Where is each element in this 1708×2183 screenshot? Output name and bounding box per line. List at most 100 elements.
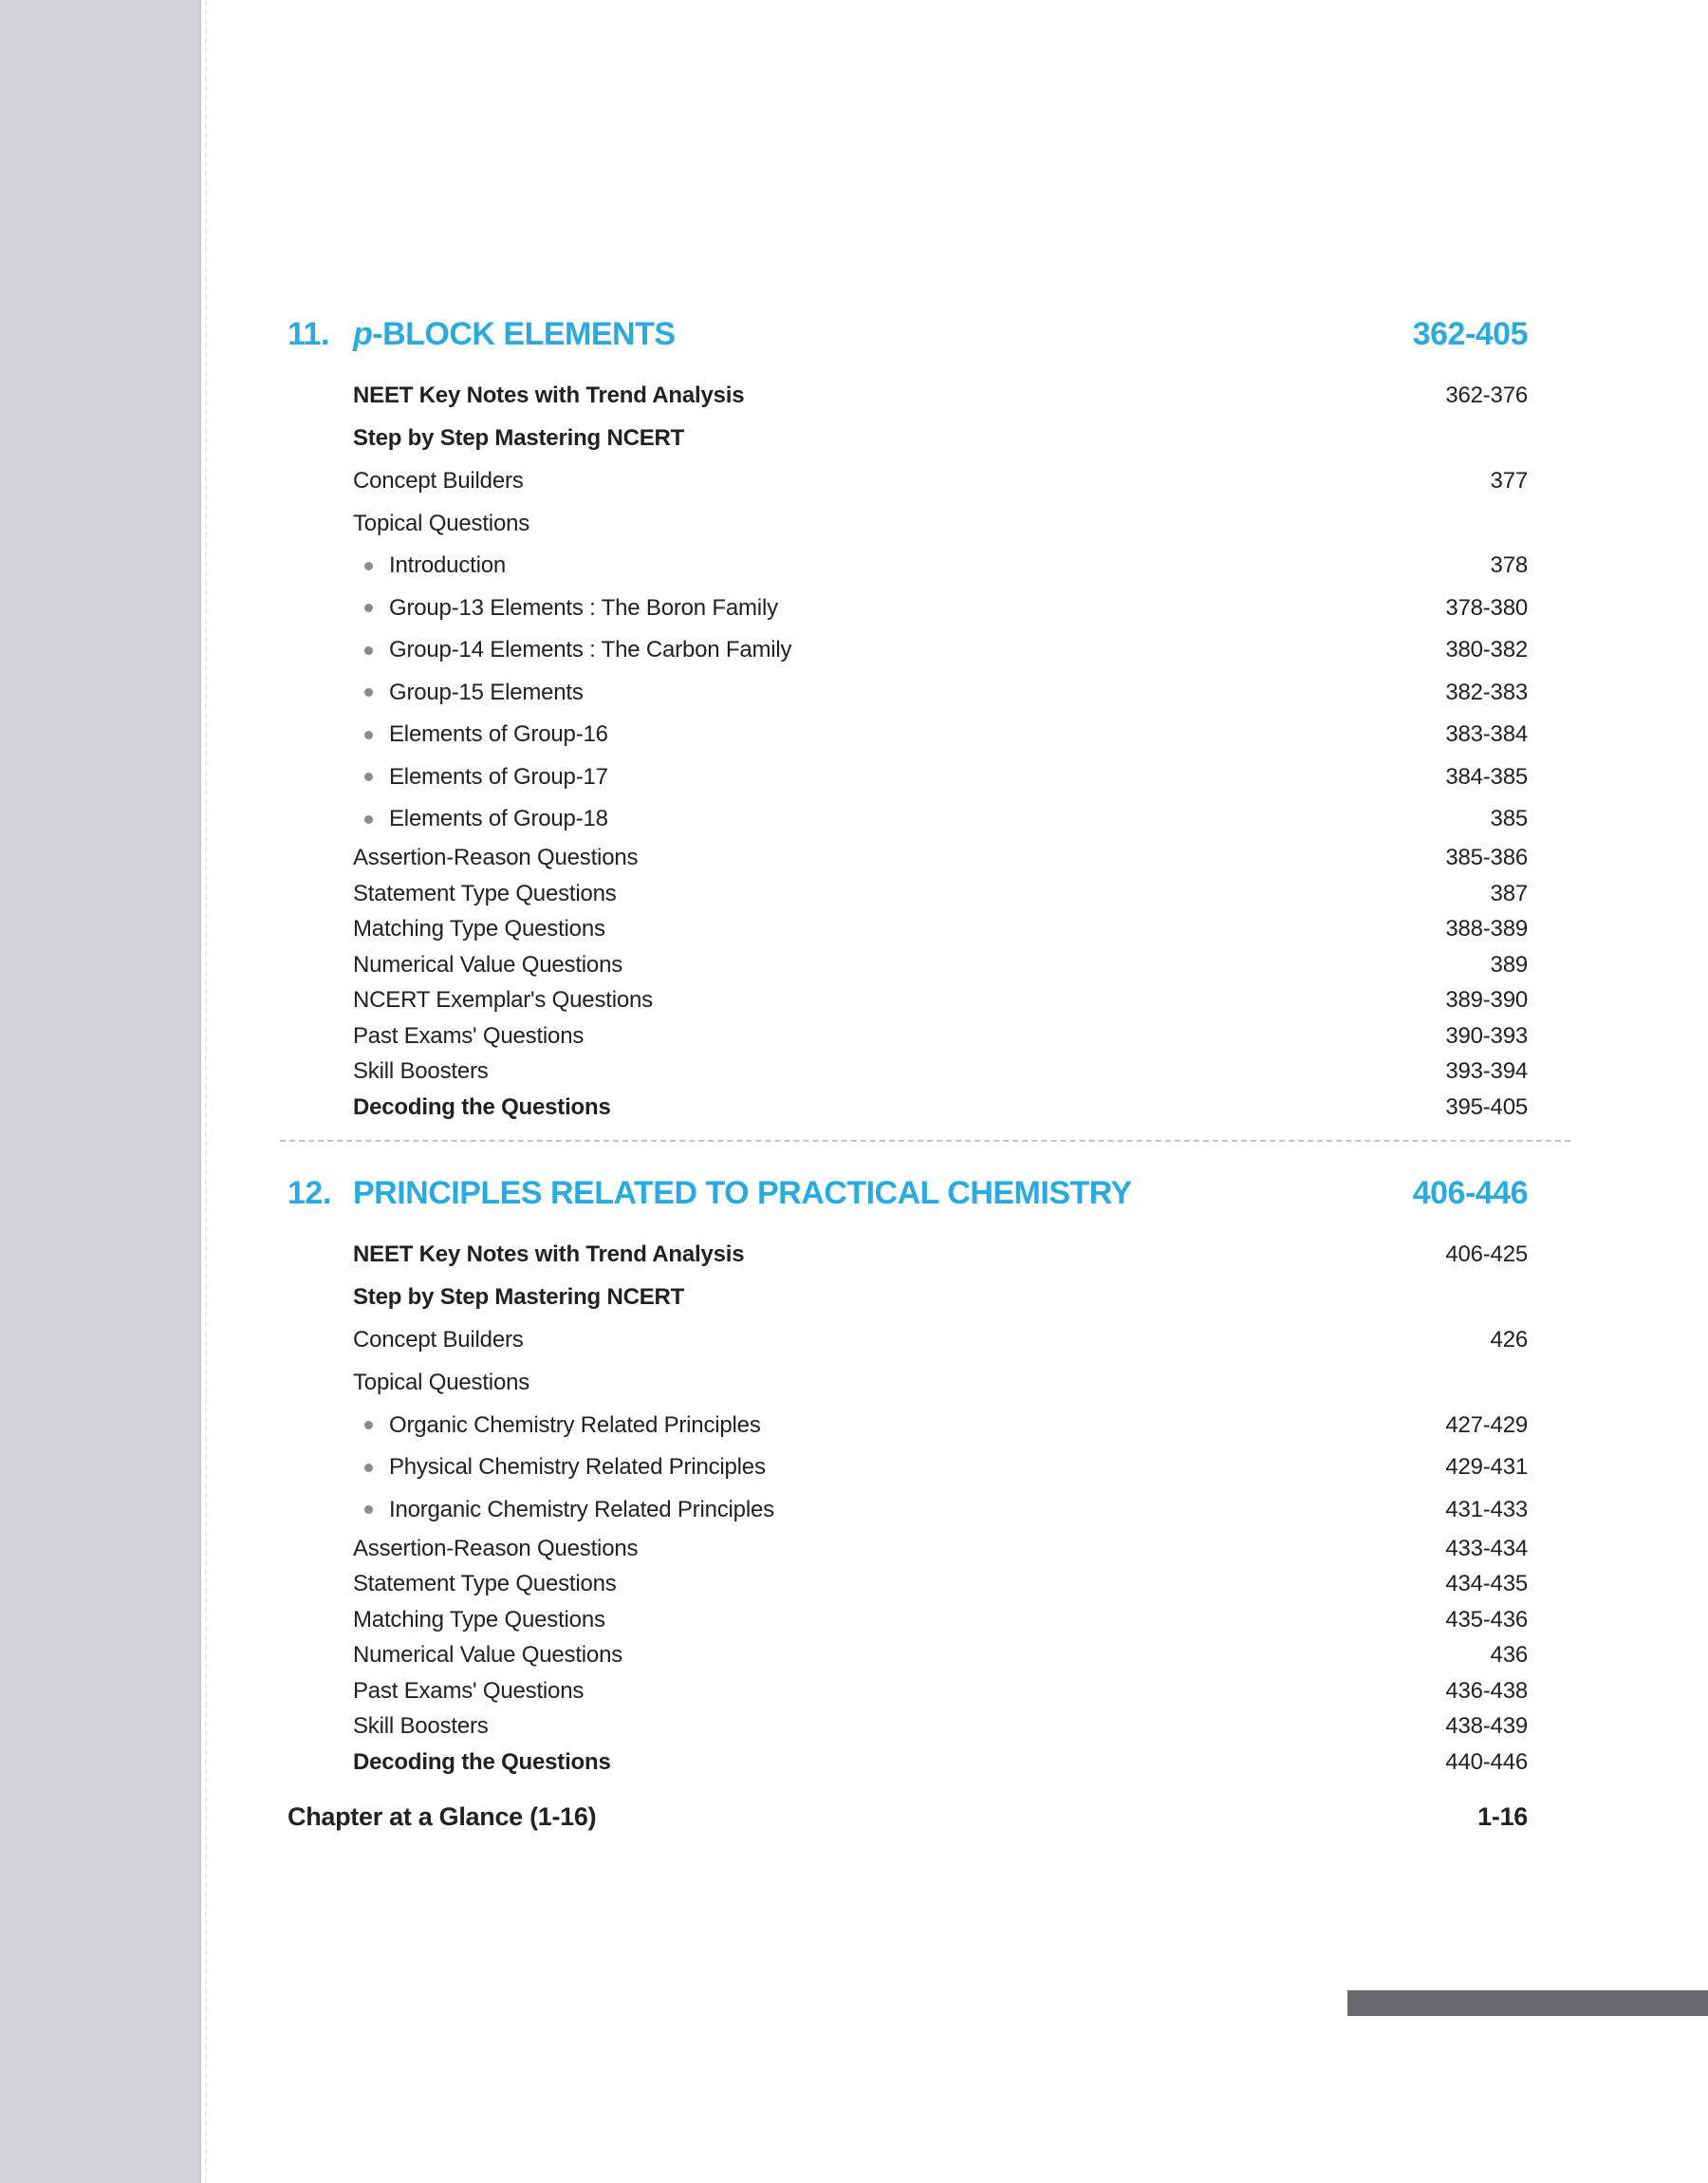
toc-row-label: Topical Questions bbox=[353, 1370, 530, 1395]
toc-row: Step by Step Mastering NCERT bbox=[288, 417, 1528, 459]
toc-row-pages: 390-393 bbox=[1445, 1022, 1528, 1049]
toc-row-pages: 385-386 bbox=[1445, 845, 1528, 871]
bullet-icon bbox=[364, 1505, 373, 1515]
toc-row-pages: 440-446 bbox=[1445, 1748, 1528, 1775]
toc-row-pages: 385 bbox=[1490, 806, 1529, 832]
toc-row-pages: 362-376 bbox=[1445, 382, 1528, 408]
toc-row: Elements of Group-16 383-384 bbox=[288, 714, 1528, 756]
toc-row: Skill Boosters 393-394 bbox=[288, 1054, 1528, 1091]
toc-row: Past Exams' Questions 390-393 bbox=[288, 1018, 1528, 1054]
toc-row-label: Group-13 Elements : The Boron Family bbox=[389, 594, 778, 621]
toc-row-pages: 387 bbox=[1490, 880, 1529, 906]
toc-row-label: Numerical Value Questions bbox=[353, 951, 623, 978]
toc-row: Concept Builders 426 bbox=[288, 1319, 1528, 1362]
toc-row: Matching Type Questions 388-389 bbox=[288, 912, 1528, 948]
toc-row-label: Inorganic Chemistry Related Principles bbox=[389, 1496, 774, 1522]
toc-row: NEET Key Notes with Trend Analysis 362-3… bbox=[288, 374, 1528, 417]
toc-row-label: Assertion-Reason Questions bbox=[353, 1535, 639, 1561]
toc-row-label: NEET Key Notes with Trend Analysis bbox=[353, 1241, 745, 1267]
toc-row-label: Elements of Group-18 bbox=[389, 806, 608, 832]
toc-row-label: Step by Step Mastering NCERT bbox=[353, 424, 685, 451]
footer-accent-bar bbox=[1347, 1990, 1708, 2016]
toc-row-label: NEET Key Notes with Trend Analysis bbox=[353, 382, 745, 408]
toc-row-pages: 435-436 bbox=[1445, 1606, 1528, 1633]
toc-row: Inorganic Chemistry Related Principles 4… bbox=[288, 1489, 1528, 1532]
toc-row-label: Organic Chemistry Related Principles bbox=[389, 1411, 761, 1438]
toc-row: Introduction 378 bbox=[288, 545, 1528, 588]
bullet-icon bbox=[364, 1421, 373, 1430]
toc-row-pages: 436 bbox=[1490, 1642, 1529, 1669]
toc-row-label: Elements of Group-17 bbox=[389, 763, 608, 790]
toc-row: NEET Key Notes with Trend Analysis 406-4… bbox=[288, 1234, 1528, 1277]
toc-row: Organic Chemistry Related Principles 427… bbox=[288, 1405, 1528, 1447]
chapter-title-text: -BLOCK ELEMENTS bbox=[372, 315, 676, 352]
chapter-number: 12. bbox=[288, 1175, 331, 1211]
toc-row-label: NCERT Exemplar's Questions bbox=[353, 987, 653, 1014]
toc-row-pages: 384-385 bbox=[1445, 763, 1528, 790]
toc-row-label: Assertion-Reason Questions bbox=[353, 845, 639, 871]
chapter-page-range: 406-446 bbox=[1412, 1175, 1529, 1211]
toc-row: Assertion-Reason Questions 385-386 bbox=[288, 841, 1528, 877]
glance-pages: 1-16 bbox=[1477, 1802, 1528, 1831]
chapter-at-a-glance-row: Chapter at a Glance (1-16) 1-16 bbox=[288, 1796, 1528, 1839]
toc-row-pages: 388-389 bbox=[1445, 916, 1528, 942]
toc-row: Elements of Group-17 384-385 bbox=[288, 756, 1528, 799]
toc-row-pages: 393-394 bbox=[1445, 1058, 1528, 1085]
toc-row-pages: 389-390 bbox=[1445, 987, 1528, 1014]
toc-row: Physical Chemistry Related Principles 42… bbox=[288, 1446, 1528, 1489]
toc-row: Topical Questions bbox=[288, 502, 1528, 545]
toc-row-label: Matching Type Questions bbox=[353, 1606, 605, 1633]
page-edge-guide bbox=[205, 0, 207, 2183]
toc-row-pages: 431-433 bbox=[1445, 1496, 1528, 1522]
toc-row-label: Group-14 Elements : The Carbon Family bbox=[389, 637, 792, 663]
toc-row-label: Introduction bbox=[389, 552, 507, 579]
toc-row: Elements of Group-18 385 bbox=[288, 798, 1528, 841]
toc-row-pages: 426 bbox=[1490, 1327, 1529, 1353]
toc-row-label: Past Exams' Questions bbox=[353, 1022, 585, 1049]
toc-row-label: Elements of Group-16 bbox=[389, 721, 608, 748]
toc-row-pages: 406-425 bbox=[1445, 1241, 1528, 1267]
toc-row-pages: 378 bbox=[1490, 552, 1529, 579]
toc-row-label: Matching Type Questions bbox=[353, 916, 605, 942]
toc-row: Statement Type Questions 434-435 bbox=[288, 1567, 1528, 1603]
bullet-icon bbox=[364, 645, 373, 655]
toc-row-label: Skill Boosters bbox=[353, 1058, 489, 1085]
chapter-12-header: 12. PRINCIPLES RELATED TO PRACTICAL CHEM… bbox=[288, 1169, 1529, 1219]
toc-content: 11. p-BLOCK ELEMENTS 362-405 NEET Key No… bbox=[280, 0, 1570, 1839]
toc-row-pages: 382-383 bbox=[1445, 679, 1528, 705]
toc-row: Topical Questions bbox=[288, 1362, 1528, 1405]
toc-row-label: Topical Questions bbox=[353, 510, 530, 536]
chapter-number: 11. bbox=[288, 315, 329, 352]
toc-row-label: Concept Builders bbox=[353, 467, 524, 494]
toc-row-label: Past Exams' Questions bbox=[353, 1677, 585, 1704]
toc-row: Numerical Value Questions 389 bbox=[288, 947, 1528, 983]
toc-row-pages: 433-434 bbox=[1445, 1535, 1528, 1561]
toc-row: Group-15 Elements 382-383 bbox=[288, 672, 1528, 715]
chapter-title: p-BLOCK ELEMENTS bbox=[353, 316, 1413, 353]
toc-row-pages: 378-380 bbox=[1445, 594, 1528, 621]
toc-row: Matching Type Questions 435-436 bbox=[288, 1602, 1528, 1638]
toc-row-pages: 389 bbox=[1490, 951, 1529, 978]
toc-row-pages: 427-429 bbox=[1445, 1411, 1528, 1438]
bullet-icon bbox=[364, 773, 373, 782]
toc-row-pages: 380-382 bbox=[1445, 637, 1528, 663]
chapter-separator bbox=[280, 1139, 1570, 1142]
toc-row-pages: 377 bbox=[1490, 467, 1529, 494]
toc-row: Numerical Value Questions 436 bbox=[288, 1638, 1528, 1674]
toc-row-pages: 438-439 bbox=[1445, 1713, 1528, 1740]
toc-row-pages: 395-405 bbox=[1445, 1093, 1528, 1120]
toc-row-label: Step by Step Mastering NCERT bbox=[353, 1284, 685, 1310]
toc-row-pages: 429-431 bbox=[1445, 1454, 1528, 1481]
toc-row: Decoding the Questions 440-446 bbox=[288, 1745, 1528, 1781]
bullet-icon bbox=[364, 1463, 373, 1472]
bullet-icon bbox=[364, 730, 373, 739]
toc-row: Statement Type Questions 387 bbox=[288, 876, 1528, 912]
toc-row-label: Physical Chemistry Related Principles bbox=[389, 1454, 766, 1481]
toc-row: Group-13 Elements : The Boron Family 378… bbox=[288, 588, 1528, 630]
toc-row-pages: 383-384 bbox=[1445, 721, 1528, 748]
toc-row: Concept Builders 377 bbox=[288, 459, 1528, 502]
page-binding-strip bbox=[0, 0, 201, 2183]
chapter-title: PRINCIPLES RELATED TO PRACTICAL CHEMISTR… bbox=[353, 1175, 1413, 1212]
toc-row: Assertion-Reason Questions 433-434 bbox=[288, 1531, 1528, 1567]
